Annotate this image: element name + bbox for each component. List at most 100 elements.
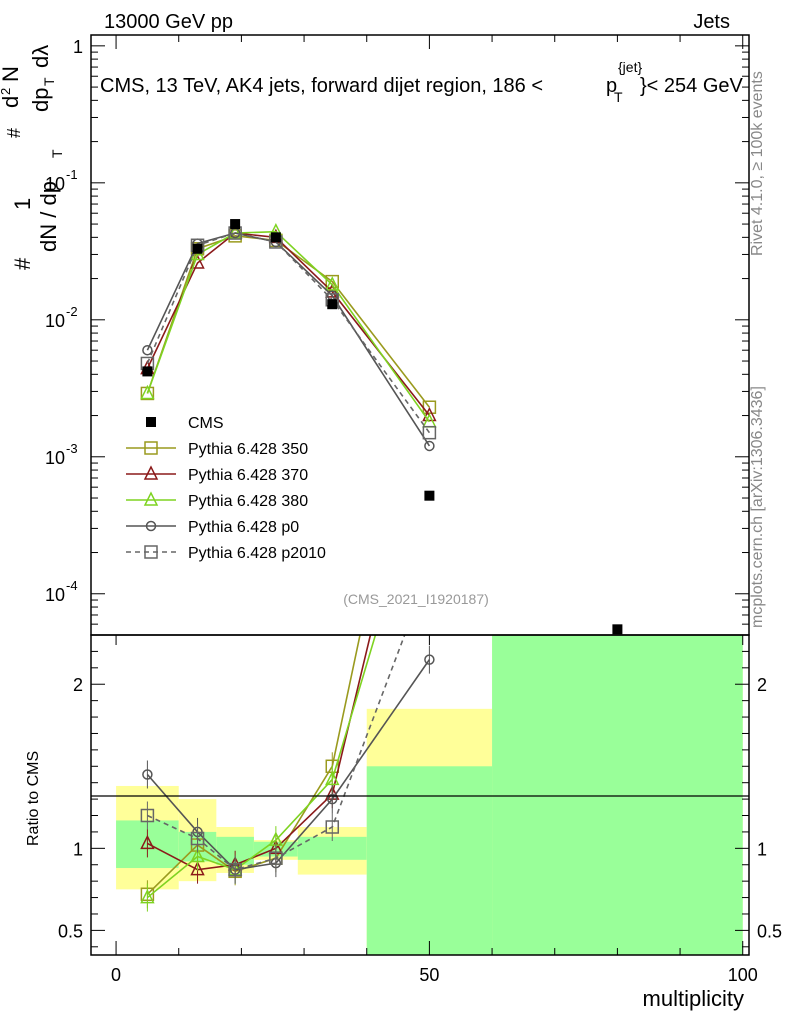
analysis-watermark: (CMS_2021_I1920187) xyxy=(343,591,489,607)
series-line xyxy=(146,230,431,423)
legend-label: Pythia 6.428 350 xyxy=(188,441,308,458)
ratio-point xyxy=(327,793,338,805)
legend-marker xyxy=(143,491,159,506)
ratio-point xyxy=(190,860,205,876)
header-right-label: Jets xyxy=(693,11,730,33)
title-tail: }< 254 GeV xyxy=(640,75,744,97)
ratio-band-green xyxy=(366,766,493,955)
y-label-two: 2 xyxy=(0,88,13,95)
y-tick-exponent: -1 xyxy=(66,167,78,182)
y-axis-label: # 1 dN / dp T # d 2 N dp T dλ xyxy=(0,45,65,270)
ratio-band-green xyxy=(492,635,743,955)
series-point xyxy=(422,425,437,440)
ratio-lines xyxy=(140,635,435,912)
header-left-label: 13000 GeV pp xyxy=(104,11,233,33)
legend-marker xyxy=(144,441,158,455)
main-series xyxy=(140,222,437,452)
legend-label: Pythia 6.428 380 xyxy=(188,493,308,510)
y-label-t1: T xyxy=(49,149,65,158)
y-label-dndpt: dN / dp xyxy=(36,181,61,252)
y-label-n: N xyxy=(0,66,23,82)
x-axis-label: multiplicity xyxy=(643,986,744,1011)
ratio-band-green xyxy=(297,836,367,860)
ratio-tick-label: 1 xyxy=(73,839,83,859)
ratio-point xyxy=(424,654,435,665)
cms-point xyxy=(230,219,241,230)
series-point xyxy=(325,276,340,291)
ratio-point xyxy=(228,862,242,877)
cms-point xyxy=(192,243,203,254)
ratio-point xyxy=(269,851,283,865)
y-tick-label: 10 xyxy=(45,174,65,194)
x-tick-label: 50 xyxy=(419,965,439,985)
ratio-point xyxy=(190,847,205,863)
y-label-hash1: # xyxy=(10,257,35,270)
legend-label: Pythia 6.428 370 xyxy=(188,467,308,484)
side-label-bottom: mcplots.cern.ch [arXiv:1306.3436] xyxy=(749,386,766,628)
ratio-line xyxy=(147,635,406,871)
cms-point xyxy=(142,366,153,377)
y-label-d: d xyxy=(0,96,23,108)
legend-marker xyxy=(145,520,157,532)
title-p: p xyxy=(606,75,617,97)
y-label-dp: dp xyxy=(28,88,53,112)
y-tick-label: 10 xyxy=(45,585,65,605)
legend-label: CMS xyxy=(188,415,224,432)
ratio-frame xyxy=(90,634,750,956)
series-point xyxy=(142,344,153,356)
legend-label: Pythia 6.428 p2010 xyxy=(188,545,326,562)
cms-point xyxy=(327,299,338,310)
series-line xyxy=(146,232,431,434)
legend: CMS Pythia 6.428 350 Pythia 6.428 370 Pythi… xyxy=(126,415,326,562)
ratio-tick-label-right: 2 xyxy=(757,675,767,695)
cms-point xyxy=(612,624,623,635)
ratio-y-axis-label: Ratio to CMS xyxy=(25,751,42,846)
cms-points xyxy=(142,219,623,635)
ratio-tick-label: 0.5 xyxy=(58,921,83,941)
title-jet: {jet} xyxy=(618,59,642,75)
side-label-top: Rivet 4.1.0, ≥ 100k events xyxy=(749,71,766,256)
ratio-line xyxy=(146,635,361,895)
legend-label: Pythia 6.428 p0 xyxy=(188,519,299,536)
ratio-point xyxy=(140,888,155,904)
ratio-line xyxy=(146,659,431,871)
ratio-point xyxy=(140,808,155,823)
series-line xyxy=(146,232,431,417)
y-tick-label: 1 xyxy=(73,37,83,57)
y-tick-exponent: -3 xyxy=(66,441,78,456)
y-tick-exponent: -2 xyxy=(66,304,78,319)
y-tick-label: 10 xyxy=(45,448,65,468)
series-point xyxy=(424,440,435,452)
y-label-dlambda: dλ xyxy=(28,45,53,68)
series-point xyxy=(140,384,155,400)
y-label-t2: T xyxy=(41,77,57,86)
ratio-tick-label-right: 0.5 xyxy=(757,921,782,941)
ratio-tick-label-right: 1 xyxy=(757,839,767,859)
series-point xyxy=(325,274,340,289)
cms-point xyxy=(424,490,435,501)
y-tick-exponent: -4 xyxy=(66,578,78,593)
y-label-hash2: # xyxy=(4,128,24,138)
title-t: T xyxy=(614,89,623,105)
y-label-one: 1 xyxy=(10,198,35,210)
plot-title: CMS, 13 TeV, AK4 jets, forward dijet reg… xyxy=(100,59,744,105)
series-line xyxy=(146,232,431,447)
ratio-point xyxy=(140,834,155,850)
cms-point xyxy=(270,232,281,243)
ratio-point xyxy=(325,820,340,834)
ratio-tick-label: 2 xyxy=(73,675,83,695)
x-tick-label: 0 xyxy=(111,965,121,985)
legend-marker xyxy=(144,545,158,559)
ratio-point xyxy=(142,769,153,780)
legend-marker xyxy=(143,465,159,480)
ratio-point xyxy=(325,770,340,786)
x-tick-label: 100 xyxy=(728,965,758,985)
ratio-line xyxy=(146,635,377,899)
ratio-bands xyxy=(116,635,743,955)
ratio-point xyxy=(190,831,205,846)
title-main: CMS, 13 TeV, AK4 jets, forward dijet reg… xyxy=(100,75,543,97)
y-tick-label: 10 xyxy=(45,311,65,331)
legend-marker xyxy=(146,417,156,427)
